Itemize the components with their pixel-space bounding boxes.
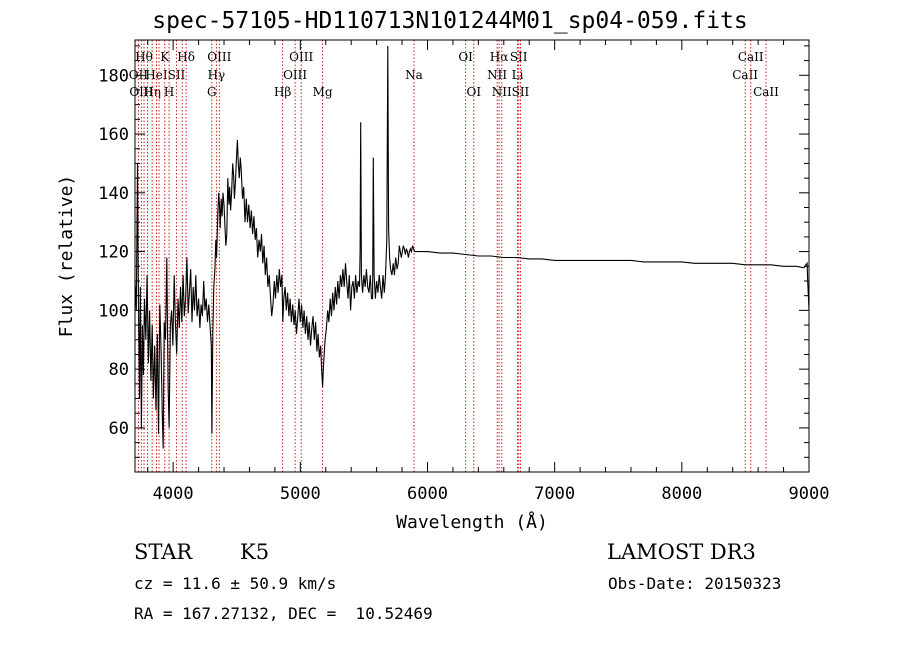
tick-label: 8000 bbox=[661, 484, 702, 504]
x-axis-label: Wavelength (Å) bbox=[396, 511, 548, 533]
tick-label: 120 bbox=[98, 243, 129, 263]
line-marker-label: Hα bbox=[490, 50, 509, 64]
line-marker-label: HeI bbox=[145, 68, 168, 82]
line-marker-label: Na bbox=[405, 68, 423, 82]
spectrum-line bbox=[134, 45, 810, 449]
line-marker-label: SII bbox=[512, 85, 530, 99]
line-marker-label: OIII bbox=[289, 50, 313, 64]
line-marker-label: Hβ bbox=[274, 85, 291, 99]
spectral-subclass: K5 bbox=[240, 540, 270, 564]
line-marker-label: G bbox=[207, 85, 217, 99]
tick-label: 7000 bbox=[534, 484, 575, 504]
emission-line-markers: OIIOIIIHθHηHeIKHSIIHδGHγOIIIHβOIIIOIIIMg… bbox=[129, 40, 779, 472]
line-marker-label: CaII bbox=[732, 68, 758, 82]
tick-label: 9000 bbox=[789, 484, 830, 504]
plot-frame bbox=[134, 39, 810, 473]
line-marker-label: NII bbox=[492, 85, 512, 99]
tick-label: 100 bbox=[98, 301, 129, 321]
line-marker-label: OIII bbox=[207, 50, 231, 64]
axis-ticks: 4000 5000 6000 7000 8000 9000 60 80 100 120 140 160… bbox=[98, 40, 829, 504]
line-marker-label: NII bbox=[487, 68, 507, 82]
line-marker-label: SII bbox=[168, 68, 186, 82]
line-marker-label: Mg bbox=[313, 85, 333, 99]
tick-label: 4000 bbox=[153, 484, 194, 504]
line-marker-label: Hη bbox=[143, 85, 161, 99]
line-marker-label: CaII bbox=[753, 85, 779, 99]
line-marker-label: K bbox=[160, 50, 170, 64]
tick-label: 160 bbox=[98, 125, 129, 145]
tick-label: 6000 bbox=[407, 484, 448, 504]
redshift-info: cz = 11.6 ± 50.9 km/s bbox=[134, 574, 337, 593]
tick-label: 5000 bbox=[280, 484, 321, 504]
tick-label: 80 bbox=[109, 360, 129, 380]
line-marker-label: Hδ bbox=[177, 50, 195, 64]
line-marker-label: OI bbox=[458, 50, 473, 64]
survey-name: LAMOST DR3 bbox=[607, 540, 756, 564]
line-marker-label: Hθ bbox=[135, 50, 153, 64]
tick-label: 60 bbox=[109, 419, 129, 439]
observation-date: Obs-Date: 20150323 bbox=[608, 574, 782, 593]
object-class: STAR bbox=[134, 540, 193, 564]
line-marker-label: Hγ bbox=[208, 68, 226, 82]
y-axis-label: Flux (relative) bbox=[56, 175, 77, 338]
coordinates: RA = 167.27132, DEC = 10.52469 bbox=[134, 604, 433, 623]
chart-title: spec-57105-HD110713N101244M01_sp04-059.f… bbox=[152, 8, 748, 34]
line-marker-label: CaII bbox=[738, 50, 764, 64]
tick-label: 140 bbox=[98, 184, 129, 204]
tick-label: 180 bbox=[98, 66, 129, 86]
line-marker-label: H bbox=[164, 85, 174, 99]
line-marker-label: OI bbox=[466, 85, 481, 99]
line-marker-label: Li bbox=[512, 68, 524, 82]
line-marker-label: OIII bbox=[283, 68, 307, 82]
line-marker-label: SII bbox=[510, 50, 528, 64]
